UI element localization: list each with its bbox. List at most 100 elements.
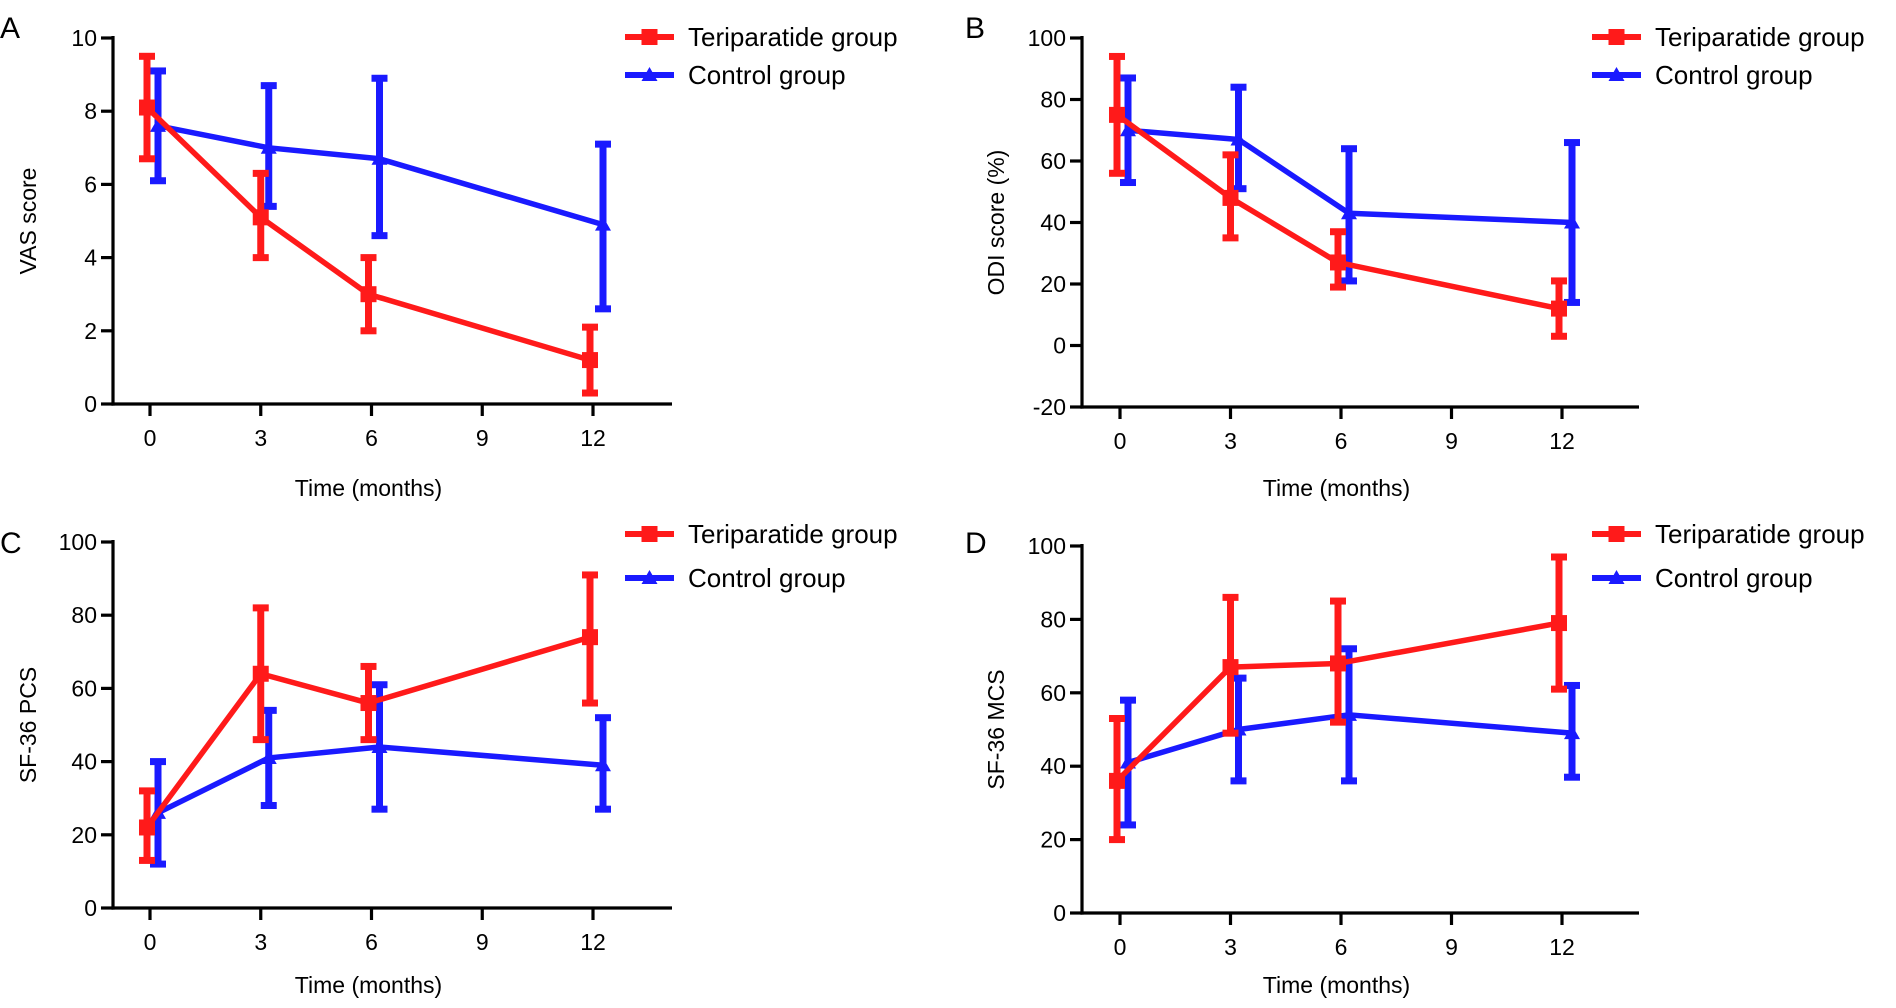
y-tick-label: 80 bbox=[71, 602, 97, 628]
y-tick-label: 20 bbox=[1040, 827, 1066, 853]
data-point bbox=[582, 629, 598, 646]
series-teriparatide bbox=[139, 52, 598, 397]
panel-d: D 0 20 40 60 80 100 0 3 6 9 12 Time (months) SF-36 MC… bbox=[965, 519, 1865, 998]
y-axis-title: SF-36 MCS bbox=[983, 669, 1009, 789]
x-tick-label: 12 bbox=[1549, 934, 1575, 960]
legend: Teriparatide group Control group bbox=[625, 22, 898, 90]
x-tick-label: 0 bbox=[1114, 428, 1127, 454]
x-tick-label: 6 bbox=[365, 929, 378, 955]
series-teriparatide bbox=[1109, 52, 1567, 340]
y-tick-label: 40 bbox=[71, 749, 97, 775]
x-tick-label: 3 bbox=[1224, 428, 1237, 454]
legend-label: Teriparatide group bbox=[1655, 22, 1865, 52]
data-point bbox=[371, 150, 388, 165]
y-tick-label: 100 bbox=[1028, 533, 1066, 559]
legend-label: Teriparatide group bbox=[688, 519, 898, 549]
legend-label: Control group bbox=[688, 563, 846, 593]
y-tick-label: 20 bbox=[71, 822, 97, 848]
y-tick-label: 40 bbox=[1040, 210, 1066, 236]
series-line bbox=[157, 123, 604, 228]
x-tick-label: 12 bbox=[1549, 428, 1575, 454]
legend-marker bbox=[641, 67, 658, 81]
panel-b: B -20 0 20 40 60 80 100 0 3 6 9 12 Time (months) ODI s… bbox=[965, 12, 1865, 501]
x-tick-label: 0 bbox=[144, 929, 157, 955]
series-line bbox=[1115, 620, 1560, 783]
legend-marker bbox=[641, 526, 658, 542]
series-line bbox=[1127, 127, 1573, 226]
y-axis-title: ODI score (%) bbox=[983, 150, 1009, 296]
data-point bbox=[360, 695, 377, 712]
data-point bbox=[1330, 254, 1346, 271]
y-tick-label: 100 bbox=[1028, 25, 1066, 51]
data-point bbox=[595, 216, 611, 231]
series-teriparatide bbox=[1109, 553, 1567, 844]
y-tick-label: -20 bbox=[1033, 394, 1066, 420]
y-tick-label: 10 bbox=[71, 25, 97, 51]
data-point bbox=[139, 819, 155, 836]
x-tick-label: 6 bbox=[1335, 428, 1348, 454]
series-control bbox=[1120, 74, 1580, 306]
x-axis-title: Time (months) bbox=[295, 972, 442, 998]
data-point bbox=[150, 117, 166, 132]
legend-marker bbox=[1608, 67, 1625, 81]
x-tick-label: 3 bbox=[1224, 934, 1237, 960]
data-point bbox=[252, 209, 269, 226]
x-tick-label: 0 bbox=[144, 425, 157, 451]
x-tick-label: 6 bbox=[365, 425, 378, 451]
data-point bbox=[1222, 659, 1239, 676]
x-tick-label: 9 bbox=[1445, 934, 1458, 960]
legend-marker bbox=[641, 29, 658, 45]
x-axis-title: Time (months) bbox=[1263, 475, 1410, 501]
data-point bbox=[1564, 725, 1580, 740]
x-tick-label: 6 bbox=[1335, 934, 1348, 960]
data-point bbox=[1230, 131, 1247, 146]
legend-label: Teriparatide group bbox=[688, 22, 898, 52]
data-point bbox=[1341, 706, 1357, 721]
panel-letter: C bbox=[0, 527, 22, 560]
data-point bbox=[360, 286, 377, 303]
y-tick-label: 4 bbox=[84, 245, 97, 271]
data-point bbox=[371, 738, 388, 753]
legend: Teriparatide group Control group bbox=[1592, 519, 1865, 593]
data-point bbox=[260, 749, 277, 764]
panel-a: A 0 2 4 6 8 10 0 3 6 9 12 Time (months) VAS score Teri… bbox=[0, 12, 898, 501]
y-tick-label: 60 bbox=[1040, 148, 1066, 174]
data-point bbox=[1551, 300, 1567, 317]
series-line bbox=[1127, 712, 1573, 766]
data-point bbox=[1120, 122, 1136, 137]
y-tick-label: 0 bbox=[1053, 333, 1066, 359]
x-tick-label: 12 bbox=[580, 929, 606, 955]
series-control bbox=[150, 67, 611, 313]
panel-letter: D bbox=[965, 527, 987, 560]
series-line bbox=[145, 105, 591, 363]
y-tick-label: 60 bbox=[71, 675, 97, 701]
y-tick-label: 0 bbox=[84, 391, 97, 417]
data-point bbox=[252, 665, 269, 682]
data-point bbox=[1222, 189, 1239, 206]
series-line bbox=[144, 634, 591, 830]
data-point bbox=[1341, 205, 1357, 220]
x-axis-title: Time (months) bbox=[295, 475, 442, 501]
series-control bbox=[150, 681, 611, 868]
y-tick-label: 6 bbox=[84, 171, 97, 197]
series-line bbox=[1115, 112, 1560, 312]
y-tick-label: 20 bbox=[1040, 271, 1066, 297]
legend-marker bbox=[641, 570, 658, 584]
x-tick-label: 9 bbox=[1445, 428, 1458, 454]
data-point bbox=[582, 352, 598, 369]
data-point bbox=[1551, 615, 1567, 632]
data-point bbox=[595, 757, 611, 772]
y-tick-label: 2 bbox=[84, 318, 97, 344]
series-teriparatide bbox=[139, 571, 598, 864]
y-tick-label: 60 bbox=[1040, 680, 1066, 706]
legend-label: Control group bbox=[1655, 563, 1813, 593]
legend-label: Control group bbox=[688, 60, 846, 90]
panel-c: C 0 20 40 60 80 100 0 3 6 9 12 Time (months) SF-36 PC… bbox=[0, 519, 898, 998]
data-point bbox=[139, 99, 155, 116]
legend-label: Control group bbox=[1655, 60, 1813, 90]
y-tick-label: 0 bbox=[1053, 900, 1066, 926]
data-point bbox=[260, 139, 277, 154]
legend-label: Teriparatide group bbox=[1655, 519, 1865, 549]
panel-letter: B bbox=[965, 12, 985, 45]
